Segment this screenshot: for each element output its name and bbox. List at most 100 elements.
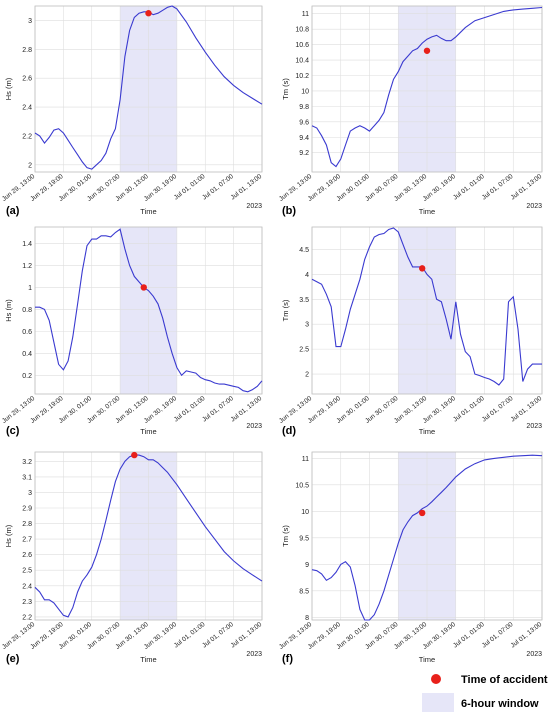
x-axis-label: Time — [140, 207, 156, 216]
legend-accident-marker — [431, 674, 441, 684]
y-tick-label: 10.4 — [295, 58, 309, 65]
x-tick-label: Jul 01, 13:00 — [510, 395, 544, 424]
year-label: 2023 — [246, 423, 262, 430]
year-label: 2023 — [246, 203, 262, 210]
accident-marker — [131, 451, 138, 459]
y-axis-label: Hs (m) — [4, 299, 13, 322]
y-tick-label: 9.6 — [299, 119, 309, 126]
panel-label: (f) — [282, 653, 293, 665]
x-tick-label: Jul 01, 13:00 — [230, 395, 264, 424]
y-tick-label: 9.5 — [299, 535, 309, 542]
y-tick-label: 3.1 — [22, 474, 32, 481]
y-tick-label: 2.9 — [22, 506, 32, 513]
y-tick-label: 2.6 — [22, 552, 32, 559]
accident-marker — [140, 284, 147, 291]
y-tick-label: 0.4 — [22, 351, 32, 358]
x-tick-label: Jul 01, 13:00 — [510, 173, 544, 202]
accident-marker — [423, 47, 431, 54]
y-tick-label: 8 — [305, 615, 309, 622]
axes-frame — [34, 451, 263, 621]
y-tick-label: 9.8 — [299, 104, 309, 111]
y-tick-label: 3 — [28, 490, 32, 497]
x-tick-label: Jul 01, 13:00 — [230, 621, 264, 650]
panel-label: (b) — [282, 205, 296, 217]
accident-marker — [419, 265, 426, 272]
legend-window-label: 6-hour window — [461, 698, 539, 710]
y-tick-label: 0.6 — [22, 329, 32, 336]
axes-frame — [34, 5, 263, 173]
y-tick-label: 10.5 — [295, 482, 309, 489]
y-tick-label: 3.5 — [299, 297, 309, 304]
y-axis-label: Tm (s) — [281, 525, 290, 547]
year-label: 2023 — [526, 203, 542, 210]
panel-label: (e) — [6, 653, 20, 665]
series-line — [35, 228, 263, 393]
x-axis-label: Time — [140, 427, 156, 436]
y-axis-label: Hs (m) — [4, 524, 13, 547]
series-line — [311, 6, 543, 168]
y-tick-label: 4 — [305, 272, 309, 279]
year-label: 2023 — [526, 423, 542, 430]
series-line — [34, 454, 263, 618]
y-tick-label: 2.4 — [22, 105, 32, 112]
legend: Time of accident 6-hour window — [422, 674, 548, 712]
x-axis-label: Time — [140, 655, 156, 664]
y-tick-label: 10 — [301, 88, 309, 95]
y-tick-label: 10.6 — [295, 42, 309, 49]
axes-frame — [311, 451, 543, 621]
y-tick-label: 11 — [302, 456, 309, 463]
y-tick-label: 2.8 — [22, 47, 32, 54]
y-tick-label: 1 — [28, 285, 32, 292]
y-tick-label: 2.5 — [22, 568, 32, 575]
y-tick-label: 2.8 — [22, 521, 32, 528]
x-axis-label: Time — [419, 655, 435, 664]
y-tick-label: 2.6 — [22, 76, 32, 83]
series-line — [311, 454, 543, 621]
series-line — [34, 5, 263, 170]
y-tick-label: 2.3 — [22, 599, 32, 606]
y-tick-label: 2 — [28, 162, 32, 169]
legend-window-swatch — [422, 693, 454, 712]
x-tick-label: Jul 01, 13:00 — [230, 173, 264, 202]
y-tick-label: 8.5 — [299, 588, 309, 595]
y-tick-label: 2.2 — [22, 614, 32, 621]
x-axis-label: Time — [419, 207, 435, 216]
y-tick-label: 3 — [305, 322, 309, 329]
y-tick-label: 10.8 — [295, 27, 309, 34]
y-tick-label: 2.2 — [22, 133, 32, 140]
y-tick-label: 11 — [302, 11, 309, 18]
y-tick-label: 9.2 — [299, 150, 309, 157]
accident-marker — [419, 509, 426, 517]
panel-label: (c) — [6, 425, 20, 437]
panel-label: (a) — [6, 205, 20, 217]
y-tick-label: 9.4 — [299, 135, 309, 142]
axes-frame — [311, 5, 543, 173]
y-tick-label: 2.4 — [22, 583, 32, 590]
y-tick-label: 1.2 — [22, 263, 32, 270]
y-tick-label: 10 — [301, 509, 309, 516]
series-line — [311, 227, 542, 386]
accident-marker — [145, 10, 152, 17]
y-tick-label: 2.5 — [299, 347, 309, 354]
axes-frame — [311, 226, 543, 395]
panel-label: (d) — [282, 425, 296, 437]
y-tick-label: 3.2 — [22, 459, 32, 466]
y-tick-label: 3 — [28, 18, 32, 25]
y-tick-label: 2.7 — [22, 537, 32, 544]
y-tick-label: 10.2 — [295, 73, 309, 80]
y-tick-label: 0.2 — [22, 373, 32, 380]
y-tick-label: 0.8 — [22, 307, 32, 314]
y-tick-label: 1.4 — [22, 241, 32, 248]
year-label: 2023 — [526, 651, 542, 658]
y-tick-label: 4.5 — [299, 247, 309, 254]
x-tick-label: Jul 01, 13:00 — [510, 621, 544, 650]
y-axis-label: Tm (s) — [281, 299, 290, 321]
axes-frame — [34, 226, 263, 395]
